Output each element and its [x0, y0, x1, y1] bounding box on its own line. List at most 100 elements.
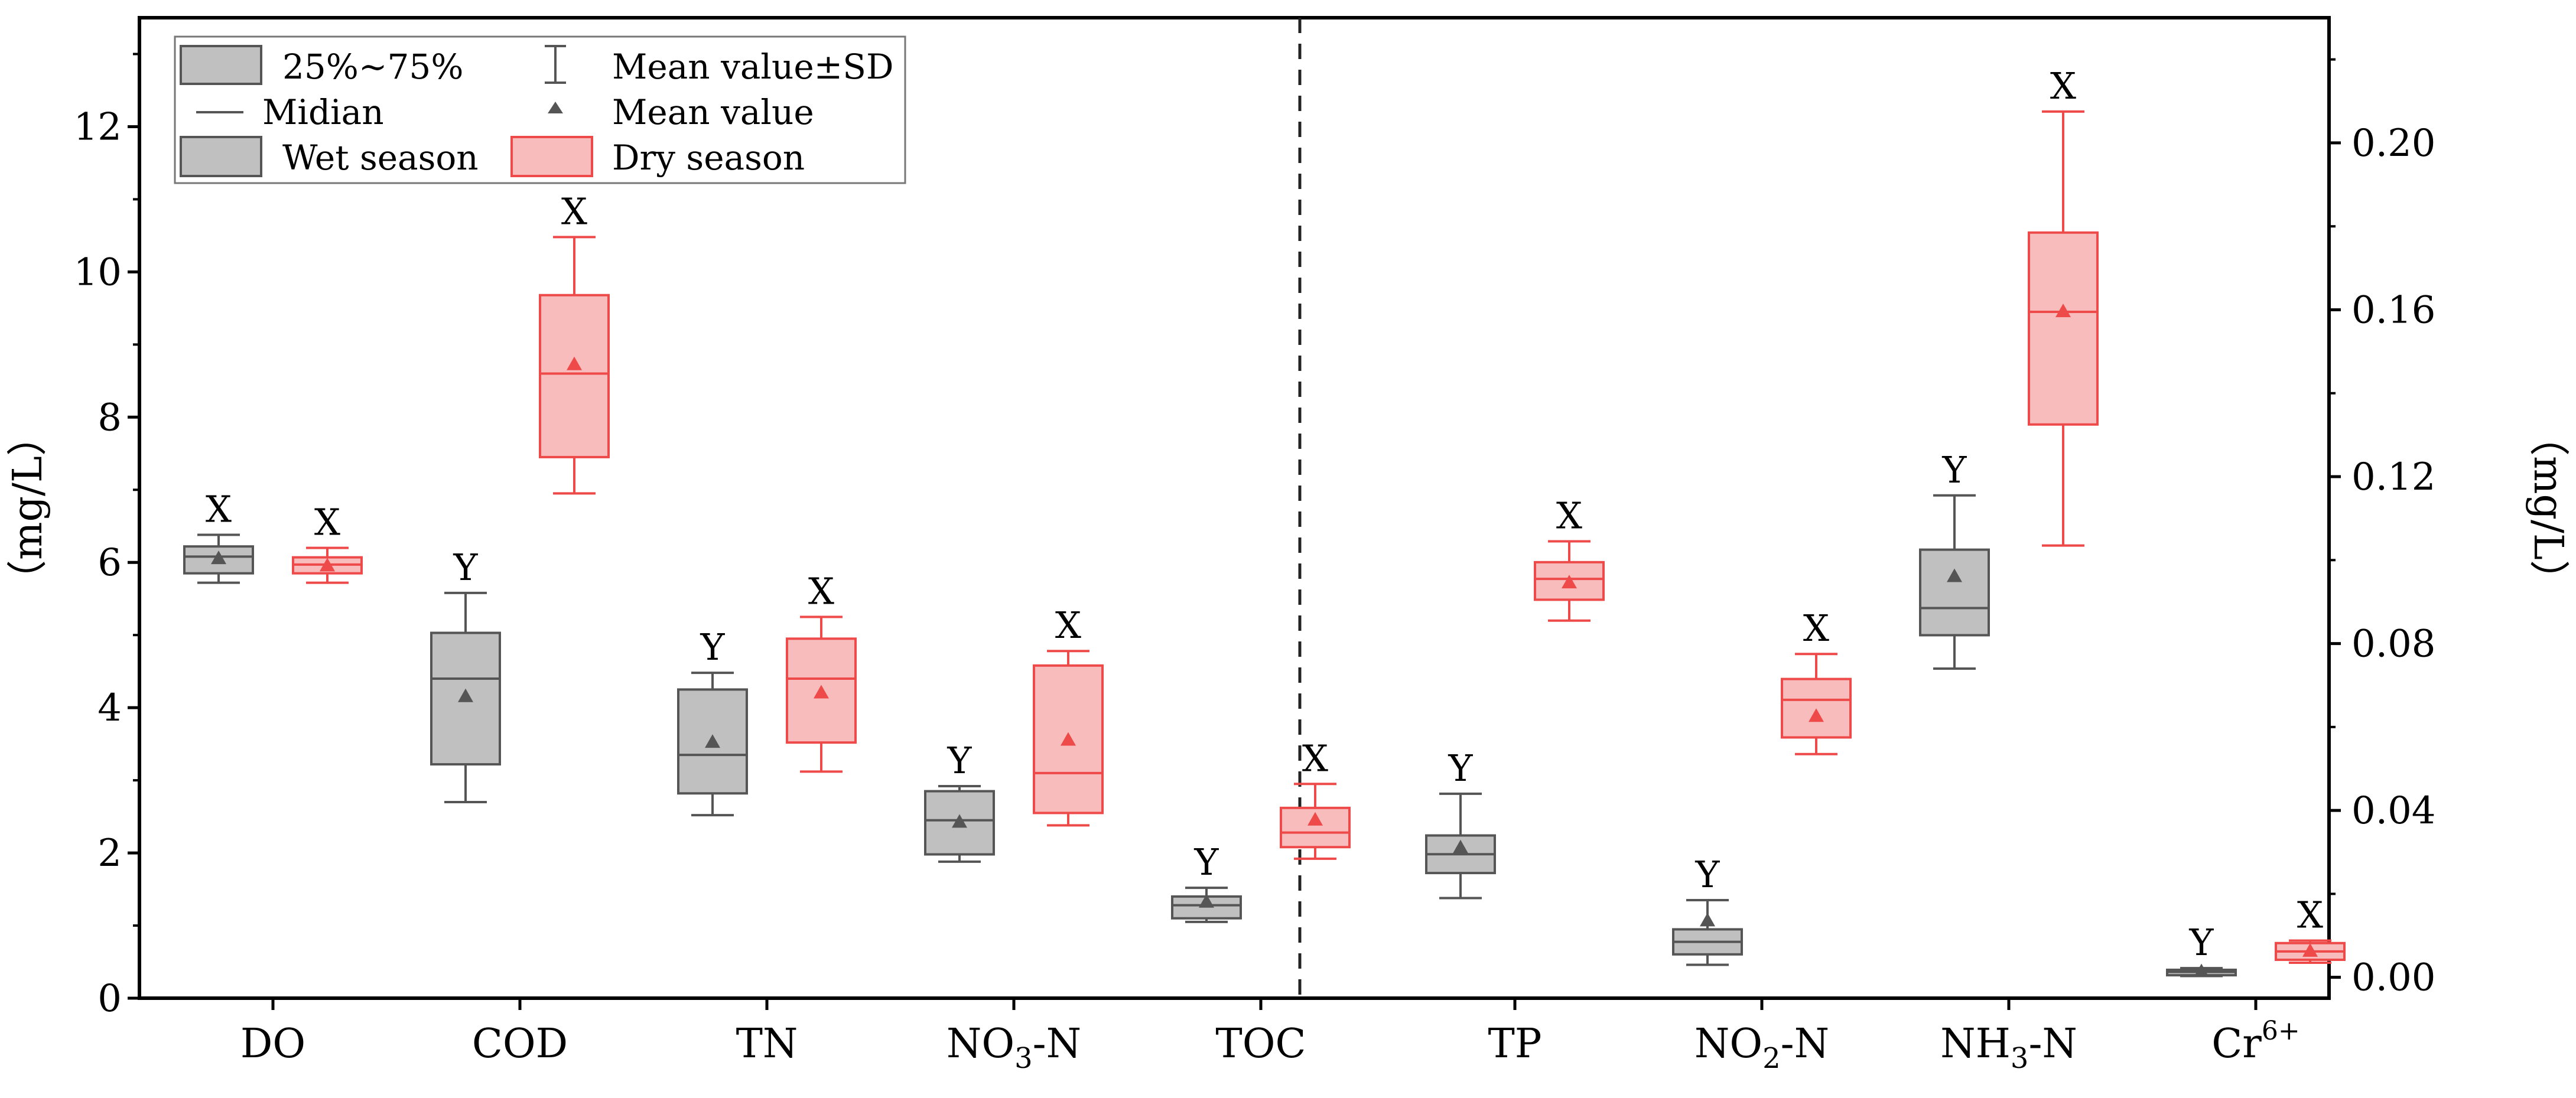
mean-marker: [2194, 963, 2209, 978]
legend-sd-symbol: [545, 45, 566, 84]
significance-letter: X: [2297, 894, 2323, 937]
mean-marker: [567, 356, 582, 370]
x-tick-label: TP: [1488, 1021, 1541, 1067]
left-tick-label: 12: [74, 105, 122, 149]
iqr-box: [1280, 806, 1351, 849]
left-tick-label: 10: [74, 250, 122, 294]
legend-mean-symbol: [548, 102, 563, 113]
mean-marker: [1453, 839, 1468, 853]
iqr-box: [539, 294, 610, 458]
significance-letter: X: [2050, 64, 2076, 107]
mean-marker: [2055, 304, 2071, 317]
left-tick-label: 6: [97, 541, 122, 585]
significance-letter: Y: [453, 546, 479, 589]
significance-letter: Y: [1695, 853, 1720, 896]
right-tick-label: 0.16: [2351, 288, 2436, 332]
left-axis-title: （mg/L）: [5, 416, 51, 600]
mean-marker: [320, 558, 335, 572]
x-tick-label: TOC: [1215, 1021, 1306, 1067]
box-wet-season-cr6+: Y: [2166, 921, 2237, 978]
plot-frame: [138, 16, 2331, 1000]
box-wet-season-no2-n: Y: [1672, 853, 1743, 966]
mean-marker: [814, 685, 829, 699]
box-wet-season-do: X: [183, 487, 254, 584]
iqr-box: [1919, 548, 1990, 637]
legend-wet-label: Wet season: [282, 138, 479, 178]
right-tick-label: 0.20: [2351, 122, 2436, 165]
box-dry-season-cr6+: X: [2275, 894, 2346, 964]
significance-letter: Y: [1194, 840, 1219, 884]
box-dry-season-toc: X: [1280, 737, 1351, 860]
mean-marker: [1700, 913, 1715, 927]
left-tick-label: 2: [97, 832, 122, 875]
legend-mean-label: Mean value: [612, 92, 814, 132]
left-tick-label: 4: [97, 686, 122, 730]
left-tick-label: 0: [97, 977, 122, 1021]
mean-marker: [458, 688, 473, 702]
mean-marker: [1809, 708, 1824, 722]
legend-dry-symbol: [510, 136, 593, 177]
significance-letter: Y: [1448, 747, 1474, 790]
mean-marker: [211, 550, 226, 565]
x-tick-label: NH3-N: [1940, 1021, 2077, 1075]
box-dry-season-nh3-n: X: [2028, 64, 2099, 547]
legend-box-label: 25%~75%: [282, 47, 463, 87]
legend: 25%~75% Mean value±SD Midian Mean value …: [174, 35, 906, 184]
mean-marker: [1562, 575, 1577, 589]
significance-letter: Y: [700, 625, 726, 669]
iqr-box: [1781, 677, 1852, 739]
significance-letter: Y: [947, 739, 972, 782]
mean-marker: [952, 814, 967, 828]
significance-letter: X: [1556, 494, 1582, 537]
right-axis-title: （mg/L）: [2525, 416, 2571, 600]
legend-median-label: Midian: [262, 92, 384, 132]
mean-marker: [1061, 732, 1076, 746]
significance-letter: X: [1803, 607, 1829, 650]
right-y-axis: 0.00 0.04 0.08 0.12 0.16 0.20: [2329, 58, 2436, 1000]
significance-letter: X: [1302, 737, 1328, 780]
significance-letter: X: [808, 569, 834, 612]
legend-box-symbol: [180, 45, 262, 85]
right-tick-label: 0.12: [2351, 455, 2436, 499]
mean-marker: [1199, 894, 1214, 908]
box-dry-season-tp: X: [1534, 494, 1605, 622]
significance-letter: X: [314, 501, 340, 544]
mean-marker: [1947, 568, 1962, 582]
x-tick-label: NO3-N: [947, 1021, 1081, 1075]
right-tick-label: 0.00: [2351, 956, 2436, 1000]
box-wet-season-tp: Y: [1425, 747, 1496, 900]
box-dry-season-no3-n: X: [1033, 604, 1104, 827]
box-dry-season-cod: X: [539, 190, 610, 495]
legend-wet-symbol: [180, 136, 262, 177]
x-tick-label: Cr6+: [2211, 1016, 2299, 1067]
box-wet-season-cod: Y: [430, 546, 501, 803]
significance-letter: X: [1055, 604, 1081, 647]
box-wet-season-tn: Y: [677, 625, 748, 817]
box-wet-season-toc: Y: [1171, 840, 1242, 923]
mean-marker: [1307, 812, 1323, 826]
legend-sd-label: Mean value±SD: [612, 47, 894, 87]
x-axis: DO COD TN NO3-N TOC TP NO2-N NH3-N Cr6+: [240, 998, 2300, 1075]
significance-letter: Y: [1942, 448, 1967, 491]
x-tick-label: COD: [472, 1021, 568, 1067]
box-dry-season-no2-n: X: [1781, 607, 1852, 755]
significance-letter: X: [206, 487, 232, 530]
left-tick-label: 8: [97, 396, 122, 439]
mean-marker: [2302, 943, 2318, 957]
x-tick-label: TN: [736, 1021, 798, 1067]
right-tick-label: 0.08: [2351, 623, 2436, 666]
mean-marker: [705, 734, 720, 748]
legend-dry-label: Dry season: [612, 138, 805, 178]
significance-letter: X: [561, 190, 587, 233]
significance-letter: Y: [2189, 921, 2214, 964]
box-dry-season-tn: X: [786, 569, 857, 773]
box-wet-season-nh3-n: Y: [1919, 448, 1990, 670]
left-y-axis: 0 2 4 6 8 10 12: [74, 53, 139, 1021]
iqr-box: [2028, 231, 2099, 426]
x-tick-label: NO2-N: [1694, 1021, 1829, 1075]
x-tick-label: DO: [240, 1021, 305, 1067]
box-series: X Y Y Y Y Y Y Y Y X X X X X X X X X: [183, 64, 2346, 978]
box-wet-season-no3-n: Y: [924, 739, 995, 863]
box-dry-season-do: X: [292, 501, 363, 584]
